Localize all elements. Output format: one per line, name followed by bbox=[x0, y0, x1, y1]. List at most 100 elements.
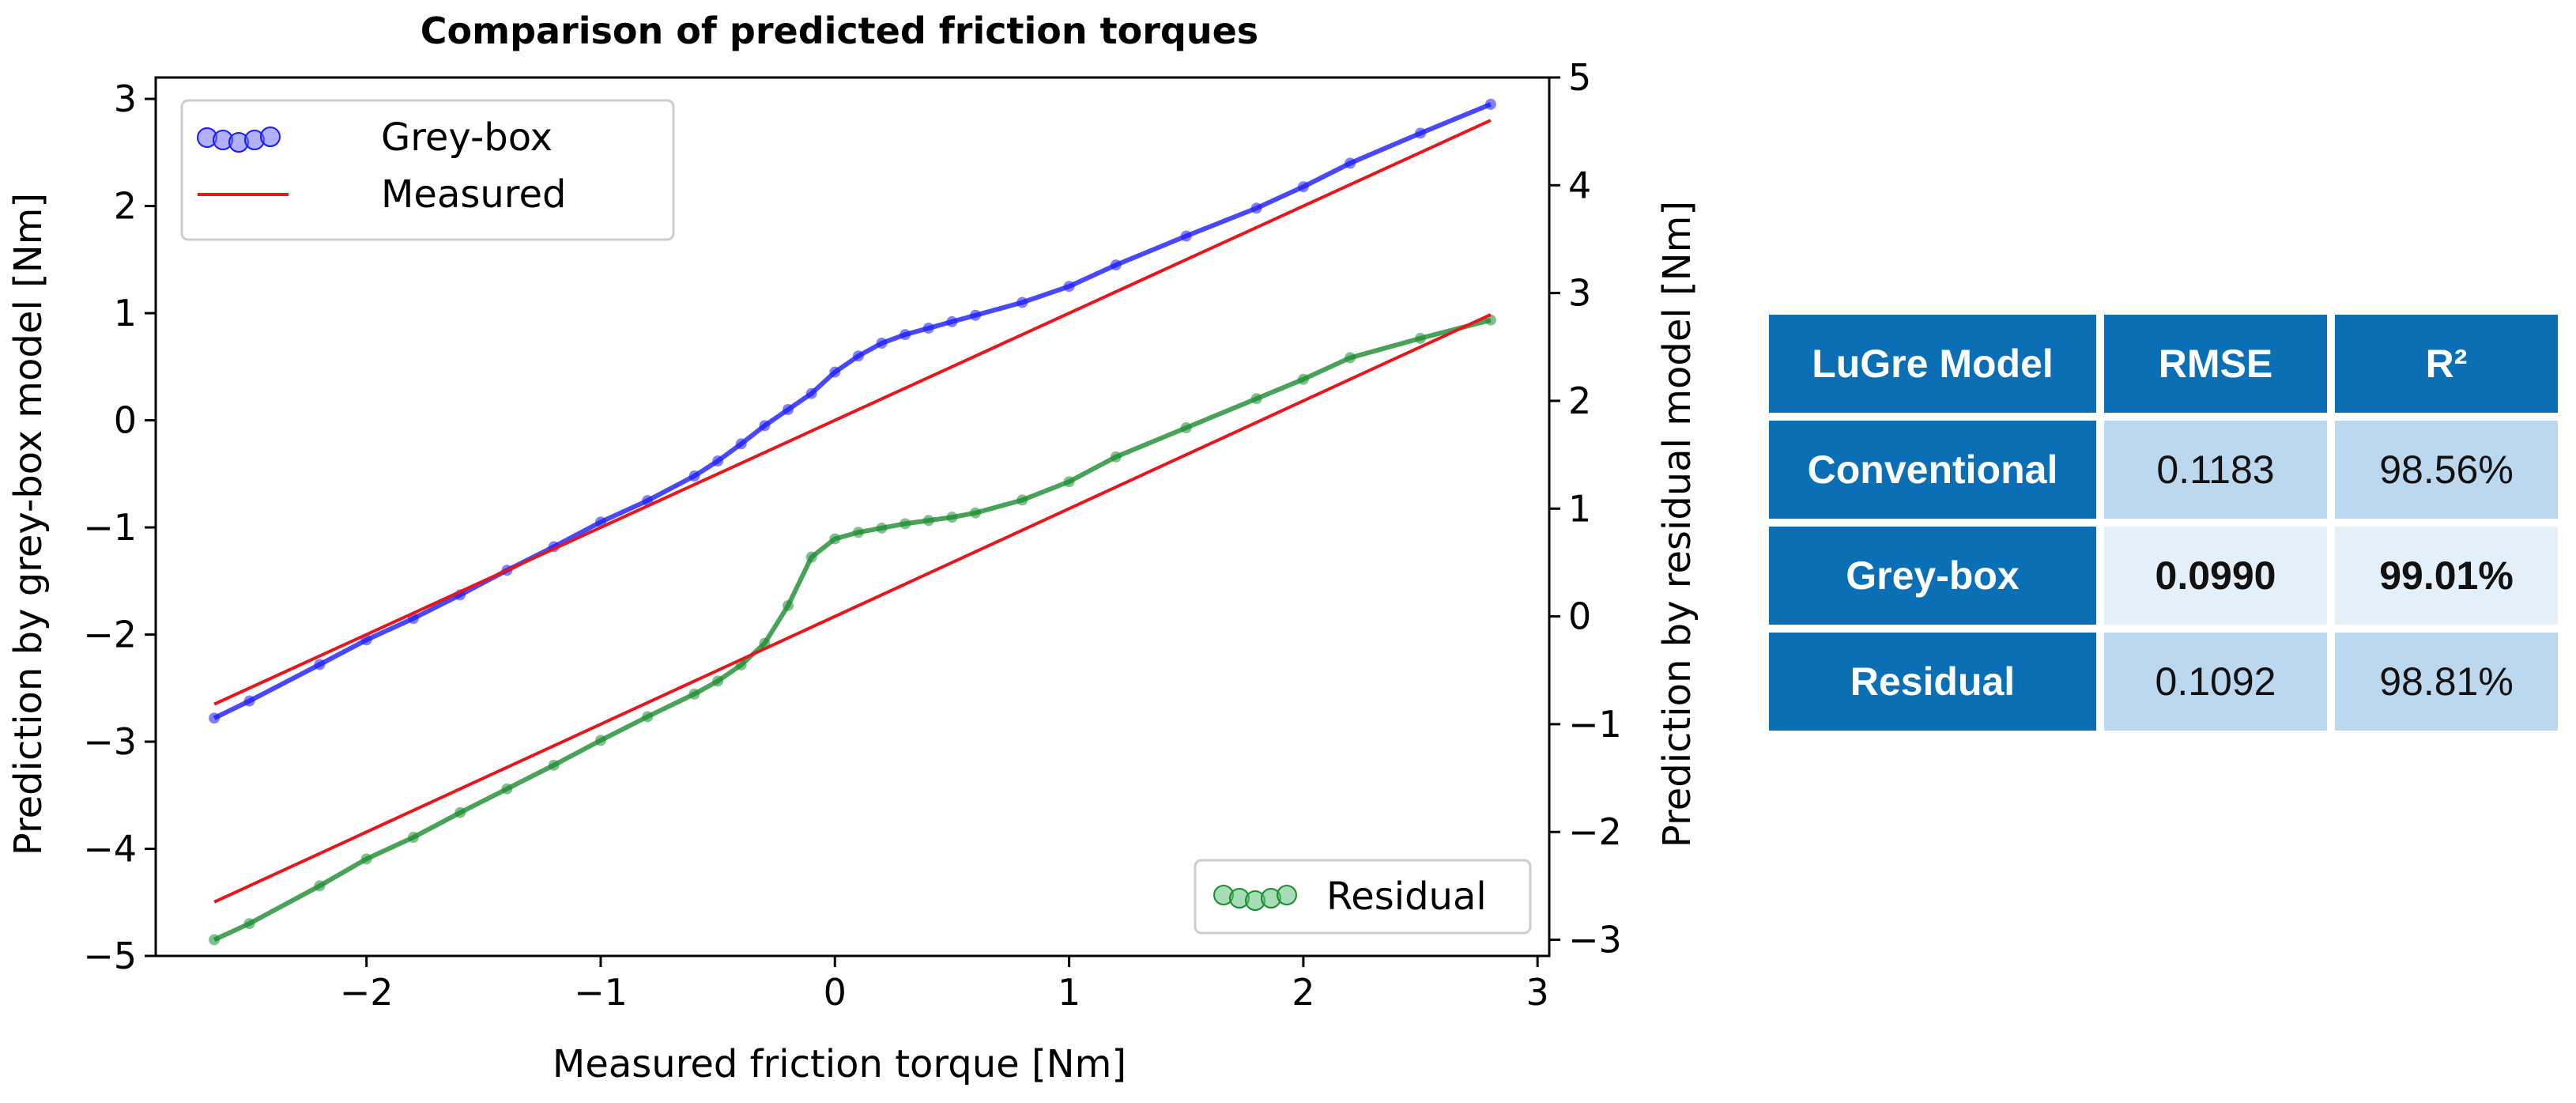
header-r2: R² bbox=[2335, 315, 2558, 413]
legend-upper-box bbox=[180, 99, 675, 241]
grey-box-point bbox=[1063, 281, 1075, 293]
table-row: Residual 0.1092 98.81% bbox=[1769, 633, 2558, 731]
header-rmse: RMSE bbox=[2104, 315, 2327, 413]
legend-residual-label: Residual bbox=[1326, 874, 1487, 919]
axis-ticks: −2 −1 0 1 2 3 3 2 1 0 −1 −2 −3 −4 −5 5 4 3 2 1 0 −1 −2 −3 bbox=[83, 56, 1622, 1014]
y-tick-label-right: 2 bbox=[1568, 380, 1591, 422]
residual-point bbox=[360, 853, 372, 865]
residual-point bbox=[454, 806, 466, 818]
legend-lower-box bbox=[1194, 859, 1532, 935]
measured-reference-line bbox=[213, 119, 1492, 706]
grey-box-point bbox=[876, 338, 888, 349]
row-rmse: 0.0990 bbox=[2104, 527, 2327, 625]
legend-grey-box-marker bbox=[197, 127, 281, 153]
friction-torque-chart: Comparison of predicted friction torques… bbox=[6, 9, 1699, 1086]
residual-point bbox=[209, 934, 221, 946]
grey-box-point bbox=[688, 470, 700, 482]
y-tick-label-right: −2 bbox=[1568, 810, 1622, 853]
y-tick-label-right: 0 bbox=[1568, 595, 1591, 638]
legend-lower: Residual bbox=[1194, 859, 1532, 935]
legend-residual-marker bbox=[1213, 885, 1297, 911]
legend-measured-label: Measured bbox=[381, 172, 566, 217]
row-model: Grey-box bbox=[1769, 527, 2096, 625]
grey-box-point bbox=[783, 404, 794, 416]
grey-box-point bbox=[922, 323, 934, 334]
residual-point bbox=[1180, 422, 1192, 434]
residual-point bbox=[1016, 494, 1028, 506]
residual-point bbox=[594, 735, 606, 746]
residual-point bbox=[805, 551, 817, 563]
grey-box-point bbox=[829, 366, 841, 378]
grey-box-point bbox=[759, 420, 771, 432]
x-tick-label: 2 bbox=[1292, 971, 1314, 1014]
legend-upper: Grey-box Measured bbox=[180, 99, 675, 241]
grey-box-point bbox=[1297, 181, 1309, 193]
grey-box-point bbox=[1180, 230, 1192, 242]
row-rmse: 0.1092 bbox=[2104, 633, 2327, 731]
grey-box-point bbox=[1415, 127, 1427, 139]
y-tick-label-left: 0 bbox=[114, 399, 137, 442]
header-model: LuGre Model bbox=[1769, 315, 2096, 413]
residual-point bbox=[688, 688, 700, 700]
residual-point bbox=[1415, 332, 1427, 344]
metrics-table: LuGre Model RMSE R² Conventional 0.1183 … bbox=[1761, 307, 2566, 738]
legend-grey-box-label: Grey-box bbox=[381, 115, 553, 160]
residual-point bbox=[783, 599, 794, 611]
grey-box-point bbox=[243, 695, 255, 707]
y-tick-label-right: −1 bbox=[1568, 703, 1622, 746]
grey-box-point bbox=[1484, 98, 1496, 110]
residual-point bbox=[1297, 373, 1309, 385]
residual-point bbox=[1110, 451, 1122, 463]
grey-box-point bbox=[946, 315, 958, 327]
residual-trace bbox=[213, 317, 1492, 942]
y-axis-label-right: Prediction by residual model [Nm] bbox=[1655, 201, 1699, 848]
x-tick-label: 0 bbox=[824, 971, 847, 1014]
y-axis-label-left: Prediction by grey-box model [Nm] bbox=[6, 193, 51, 856]
row-model: Conventional bbox=[1769, 421, 2096, 519]
y-tick-label-right: 4 bbox=[1568, 164, 1591, 206]
y-tick-label-left: −5 bbox=[83, 935, 137, 977]
y-tick-label-right: 1 bbox=[1568, 487, 1591, 530]
residual-point bbox=[501, 783, 513, 795]
y-tick-label-left: −2 bbox=[83, 614, 137, 656]
grey-box-point bbox=[970, 309, 982, 321]
residual-point bbox=[1063, 476, 1075, 488]
row-r2: 99.01% bbox=[2335, 527, 2558, 625]
grey-box-point bbox=[1345, 157, 1356, 169]
grey-box-point bbox=[1250, 202, 1262, 214]
plot-marks bbox=[209, 98, 1496, 946]
x-tick-label: 3 bbox=[1526, 971, 1549, 1014]
grey-box-point bbox=[1016, 297, 1028, 308]
grey-box-point bbox=[1110, 259, 1122, 271]
residual-point bbox=[922, 515, 934, 527]
y-tick-label-left: −4 bbox=[83, 828, 137, 871]
y-tick-label-left: 3 bbox=[114, 77, 137, 120]
residual-point bbox=[243, 918, 255, 930]
residual-point bbox=[900, 518, 911, 530]
y-tick-label-right: −3 bbox=[1568, 919, 1622, 961]
grey-box-point bbox=[712, 455, 724, 467]
measured-reference-line bbox=[213, 313, 1492, 904]
row-model: Residual bbox=[1769, 633, 2096, 731]
chart-title: Comparison of predicted friction torques bbox=[421, 9, 1258, 52]
table-header-row: LuGre Model RMSE R² bbox=[1769, 315, 2558, 413]
residual-point bbox=[852, 527, 864, 538]
residual-point bbox=[314, 880, 326, 892]
y-tick-label-left: −3 bbox=[83, 720, 137, 763]
y-tick-label-left: 2 bbox=[114, 185, 137, 228]
plot-frame bbox=[154, 76, 1551, 958]
grey-box-point bbox=[209, 712, 221, 724]
residual-point bbox=[712, 675, 724, 687]
y-tick-label-right: 3 bbox=[1568, 272, 1591, 315]
y-tick-label-left: −1 bbox=[83, 506, 137, 549]
x-axis-label: Measured friction torque [Nm] bbox=[553, 1042, 1126, 1086]
grey-box-point bbox=[852, 350, 864, 362]
grey-box-point bbox=[735, 438, 747, 450]
grey-box-trace bbox=[213, 102, 1492, 720]
residual-point bbox=[970, 507, 982, 519]
residual-point bbox=[876, 522, 888, 534]
residual-point bbox=[642, 711, 654, 723]
row-r2: 98.56% bbox=[2335, 421, 2558, 519]
grey-box-point bbox=[805, 387, 817, 399]
y-tick-label-left: 1 bbox=[114, 292, 137, 334]
